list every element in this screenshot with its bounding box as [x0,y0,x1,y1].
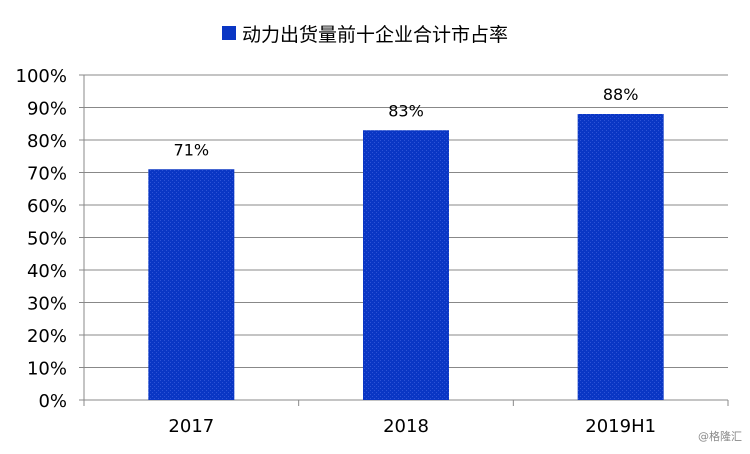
y-tick-label: 90% [27,99,67,120]
y-tick-label: 80% [27,131,67,152]
x-tick-label: 2018 [383,416,429,437]
x-tick-label: 2019H1 [585,416,656,437]
bar [363,130,449,400]
legend-swatch [222,26,236,40]
y-tick-label: 0% [38,391,67,412]
y-tick-label: 30% [27,294,67,315]
legend-label: 动力出货量前十企业合计市占率 [242,23,509,46]
y-tick-label: 20% [27,326,67,347]
y-tick-label: 40% [27,261,67,282]
watermark: @格隆汇 [698,430,742,443]
bar [577,114,664,400]
y-tick-label: 50% [27,229,67,250]
y-tick-label: 70% [27,164,67,185]
y-tick-label: 60% [27,196,67,217]
x-tick-label: 2017 [168,416,214,437]
bar [148,169,235,400]
data-label: 71% [174,140,210,159]
y-tick-label: 100% [16,66,67,87]
y-tick-label: 10% [27,359,67,380]
legend: 动力出货量前十企业合计市占率 [222,20,508,46]
data-label: 88% [603,85,639,104]
data-label: 83% [388,101,424,120]
